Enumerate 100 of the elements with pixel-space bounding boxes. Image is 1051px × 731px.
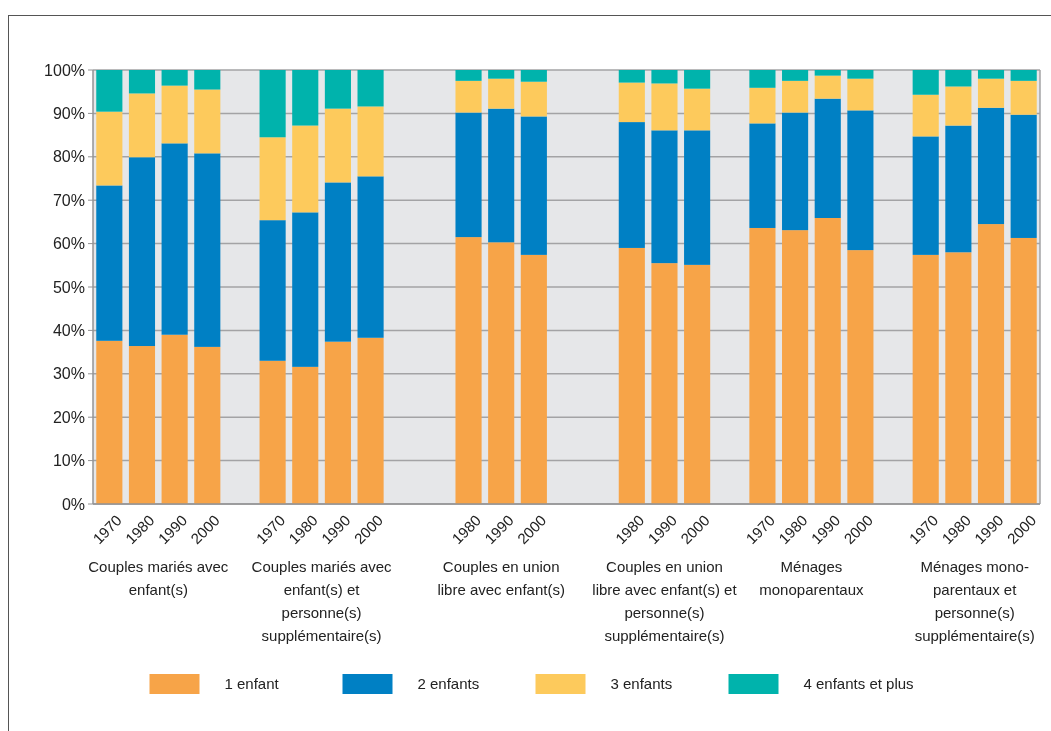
bar [520, 116, 547, 255]
bar [977, 70, 1005, 79]
bar [96, 70, 123, 112]
bar [357, 176, 384, 338]
y-tick-label: 90% [52, 105, 85, 122]
bar [684, 88, 711, 131]
bar [618, 82, 645, 123]
bar [1010, 114, 1037, 238]
bar [292, 366, 319, 504]
legend-label: 4 enfants et plus [803, 675, 914, 693]
bar [651, 70, 678, 84]
bar [259, 70, 286, 138]
bar [292, 212, 319, 367]
bar [455, 80, 482, 113]
bar [194, 70, 221, 90]
y-tick-label: 30% [52, 365, 85, 383]
bar [977, 224, 1005, 504]
bar [945, 125, 972, 253]
bar [161, 70, 188, 86]
bar [292, 70, 319, 126]
bar [357, 106, 384, 177]
bar [96, 111, 123, 186]
bar [945, 86, 972, 126]
y-tick-label: 0% [61, 495, 85, 513]
bar [782, 70, 809, 81]
bar [618, 247, 645, 504]
bar [520, 81, 547, 117]
bar [259, 220, 286, 361]
bar [161, 334, 188, 504]
bar [977, 107, 1005, 225]
text: Couples en union libre avec enfant(s) et personne(s) supplémentaire(s) [592, 558, 738, 644]
bar [96, 185, 123, 341]
bar [651, 83, 678, 131]
bar [455, 237, 482, 504]
bar [324, 341, 351, 504]
bar [161, 85, 188, 144]
y-tick-label: 50% [52, 278, 85, 296]
y-tick-label: 100% [44, 61, 85, 79]
y-tick-label: 40% [52, 322, 85, 339]
bar [259, 137, 286, 221]
bar [1010, 237, 1037, 504]
bar [357, 70, 384, 107]
bar [847, 250, 874, 504]
text: Couples mariés avec enfant(s) [88, 558, 229, 598]
bar [128, 70, 156, 94]
bar [324, 108, 351, 183]
bar [912, 254, 939, 504]
y-tick-label: 20% [52, 408, 85, 426]
text: Ménages mono-parentaux et personne(s) supplémentaire(s) [914, 558, 1035, 644]
bar [945, 252, 972, 504]
bar [749, 87, 776, 124]
text: Ménages monoparentaux [759, 558, 865, 598]
bar [912, 94, 939, 137]
bar [618, 70, 645, 83]
bar [128, 346, 156, 504]
bar [945, 70, 972, 87]
bar [814, 98, 841, 218]
y-tick-label: 70% [52, 191, 85, 209]
legend-label: 3 enfants [610, 675, 673, 693]
bar [488, 70, 515, 79]
bar [520, 70, 547, 82]
bar [847, 110, 874, 251]
bar [749, 70, 776, 88]
y-tick-label: 10% [52, 452, 85, 470]
bar [651, 130, 678, 264]
bar [651, 263, 678, 504]
bar [912, 136, 939, 255]
bar [455, 70, 482, 81]
bar [259, 360, 286, 504]
bar [977, 78, 1005, 108]
bar [194, 153, 221, 347]
bar [1010, 80, 1037, 115]
bar [488, 108, 515, 243]
bar [684, 264, 711, 504]
bar [520, 254, 547, 504]
bar [455, 112, 482, 238]
bar [96, 340, 123, 504]
text: Couples en union libre avec enfant(s) [437, 558, 565, 598]
bar [292, 125, 319, 213]
bar [324, 182, 351, 342]
bar [847, 70, 874, 79]
bar [324, 70, 351, 109]
bar [128, 157, 156, 347]
bar [749, 123, 776, 228]
bar [488, 78, 515, 109]
bar [684, 70, 711, 89]
bar [357, 337, 384, 504]
bar [194, 346, 221, 504]
bar [1010, 70, 1037, 81]
bar [814, 70, 841, 76]
bar [847, 78, 874, 111]
bar [782, 230, 809, 504]
bar [814, 217, 841, 504]
legend-label: 2 enfants [417, 675, 480, 693]
bar [194, 89, 221, 154]
bar [912, 70, 939, 95]
bar [161, 143, 188, 335]
bar [749, 227, 776, 504]
bar [618, 122, 645, 248]
bar [782, 112, 809, 231]
